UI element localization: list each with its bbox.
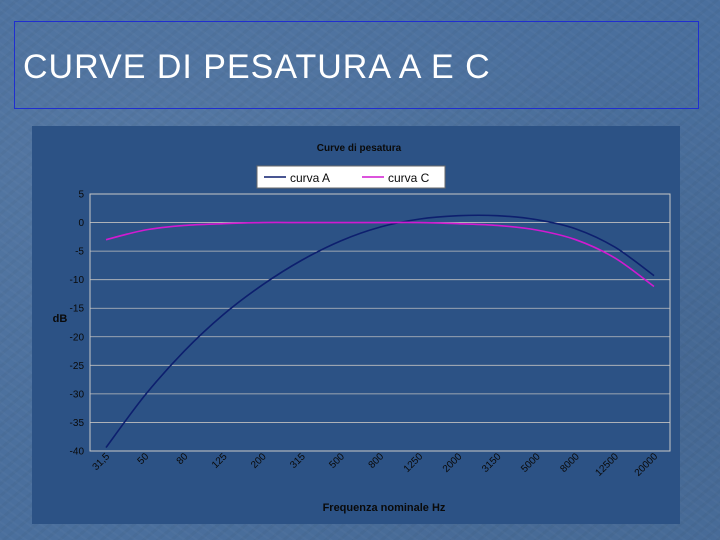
chart-panel-background: [32, 126, 680, 524]
slide-title: CURVE DI PESATURA A E C: [23, 48, 491, 86]
y-tick-label: -40: [70, 447, 85, 458]
y-tick-label: 0: [78, 218, 84, 229]
series-line-curva-A: [105, 214, 655, 449]
series-lines: [105, 214, 655, 449]
legend-box: [256, 165, 446, 189]
chart-panel: Curve di pesatura curva A curva C 5 0 -5 -1…: [32, 126, 680, 524]
y-tick-label: 5: [78, 190, 84, 201]
y-tick-label: -5: [75, 247, 84, 258]
y-axis-title: dB: [53, 313, 68, 325]
legend-label-curva-a: curva A: [290, 171, 330, 185]
y-tick-label: -15: [70, 304, 85, 315]
y-tick-label: -25: [70, 361, 85, 372]
chart-title: Curve di pesatura: [317, 143, 402, 154]
weighting-curves-chart: Curve di pesatura curva A curva C 5 0 -5 -1…: [32, 126, 680, 524]
slide-title-box: CURVE DI PESATURA A E C: [14, 21, 699, 109]
series-line-curva-C: [105, 221, 655, 288]
y-axis-ticks: 5 0 -5 -10 -15 -20 -25 -30 -35 -40: [70, 190, 85, 458]
plot-area-frame: [89, 193, 671, 452]
y-tick-label: -35: [70, 418, 85, 429]
y-tick-label: -10: [70, 275, 85, 286]
y-tick-label: -20: [70, 332, 85, 343]
legend-label-curva-c: curva C: [388, 171, 430, 185]
legend: curva A curva C: [256, 165, 446, 189]
y-tick-label: -30: [70, 389, 85, 400]
x-axis-title: Frequenza nominale Hz: [323, 502, 446, 514]
